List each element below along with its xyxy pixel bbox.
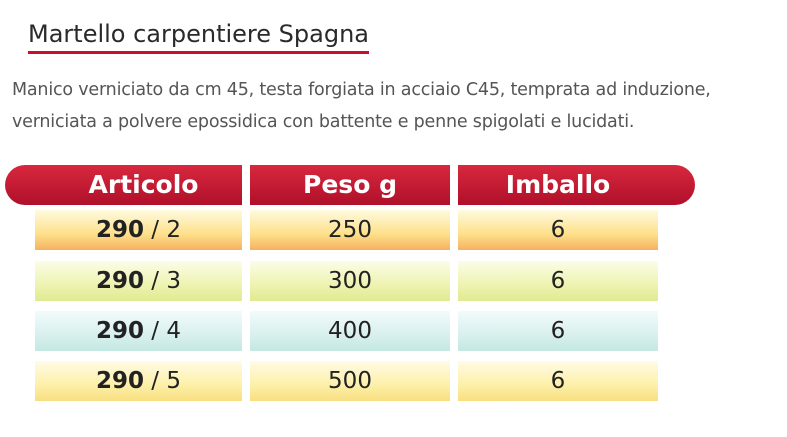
cell: 250 — [250, 210, 450, 250]
article-code: 290 — [95, 318, 144, 344]
cell: 290 / 5 — [35, 361, 242, 401]
separator — [242, 165, 250, 205]
cell: 400 — [250, 311, 450, 351]
article-code: 290 — [95, 217, 144, 243]
cell: 6 — [458, 361, 658, 401]
header-bar — [5, 165, 695, 205]
description: Manico verniciato da cm 45, testa forgia… — [12, 80, 711, 100]
separator — [450, 165, 458, 205]
article-code: 290 — [95, 268, 144, 294]
cell: 6 — [458, 261, 658, 301]
cell: 300 — [250, 261, 450, 301]
article-variant: / 3 — [144, 268, 182, 294]
column-header: Peso g — [303, 170, 397, 199]
article-code: 290 — [95, 368, 144, 394]
cell: 290 / 3 — [35, 261, 242, 301]
cell: 500 — [250, 361, 450, 401]
cell: 6 — [458, 311, 658, 351]
column-header: Articolo — [88, 170, 199, 199]
article-variant: / 2 — [144, 217, 182, 243]
column-header: Imballo — [505, 170, 611, 199]
cell: 6 — [458, 210, 658, 250]
cell: 290 / 2 — [35, 210, 242, 250]
title: Martello carpentiere Spagna — [28, 20, 369, 54]
article-variant: / 5 — [144, 368, 182, 394]
cell: 290 / 4 — [35, 311, 242, 351]
description: verniciata a polvere epossidica con batt… — [12, 112, 635, 132]
article-variant: / 4 — [144, 318, 182, 344]
